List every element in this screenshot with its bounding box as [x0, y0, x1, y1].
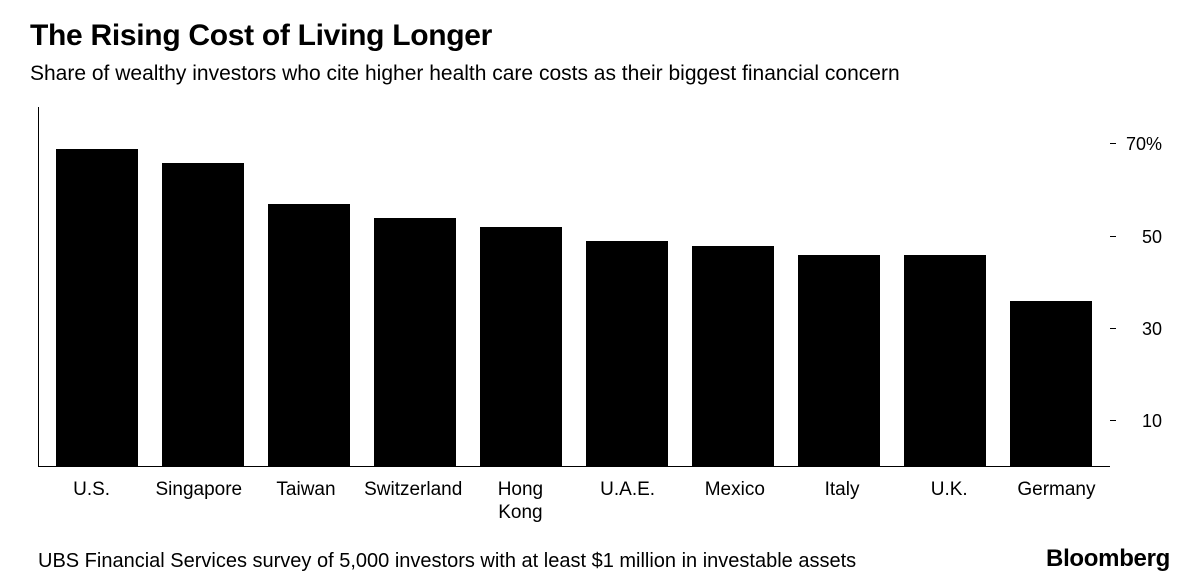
bar: [268, 204, 351, 467]
brand-logo: Bloomberg: [1046, 545, 1170, 573]
bar: [798, 255, 881, 467]
bar-column: [680, 107, 786, 467]
source-text: UBS Financial Services survey of 5,000 i…: [38, 550, 856, 573]
x-tick-label: U.K.: [896, 479, 1003, 525]
chart-subtitle: Share of wealthy investors who cite high…: [30, 60, 1170, 87]
chart-container: The Rising Cost of Living Longer Share o…: [0, 0, 1200, 583]
bar-column: [150, 107, 256, 467]
x-tick-label: Singapore: [145, 479, 252, 525]
bar: [162, 163, 245, 468]
bar-column: [256, 107, 362, 467]
y-tick-label: 70%: [1126, 134, 1162, 155]
y-tick-mark: [1110, 236, 1116, 237]
y-tick-label: 10: [1142, 411, 1162, 432]
x-tick-label: U.S.: [38, 479, 145, 525]
bar-column: [786, 107, 892, 467]
bar: [1010, 301, 1093, 467]
bar: [56, 149, 139, 467]
bar: [692, 246, 775, 468]
y-tick-label: 50: [1142, 227, 1162, 248]
chart-title: The Rising Cost of Living Longer: [30, 18, 1170, 54]
x-tick-label: Hong Kong: [467, 479, 574, 525]
x-axis-labels: U.S.SingaporeTaiwanSwitzerlandHong KongU…: [38, 479, 1110, 525]
chart-plot-area: 10305070%: [38, 107, 1110, 467]
x-tick-label: U.A.E.: [574, 479, 681, 525]
bar-column: [362, 107, 468, 467]
bar-column: [574, 107, 680, 467]
bars-group: [38, 107, 1110, 467]
y-tick-label: 30: [1142, 319, 1162, 340]
x-tick-label: Germany: [1003, 479, 1110, 525]
bar-column: [998, 107, 1104, 467]
x-tick-label: Mexico: [681, 479, 788, 525]
x-tick-label: Italy: [788, 479, 895, 525]
y-tick-mark: [1110, 143, 1116, 144]
y-tick-mark: [1110, 420, 1116, 421]
bar: [480, 227, 563, 467]
x-tick-label: Taiwan: [252, 479, 359, 525]
x-tick-label: Switzerland: [360, 479, 467, 525]
y-tick-mark: [1110, 328, 1116, 329]
chart-footer: UBS Financial Services survey of 5,000 i…: [30, 545, 1170, 573]
bar-column: [468, 107, 574, 467]
bar: [374, 218, 457, 467]
bar-column: [892, 107, 998, 467]
bar: [586, 241, 669, 467]
bar-column: [44, 107, 150, 467]
bar: [904, 255, 987, 467]
